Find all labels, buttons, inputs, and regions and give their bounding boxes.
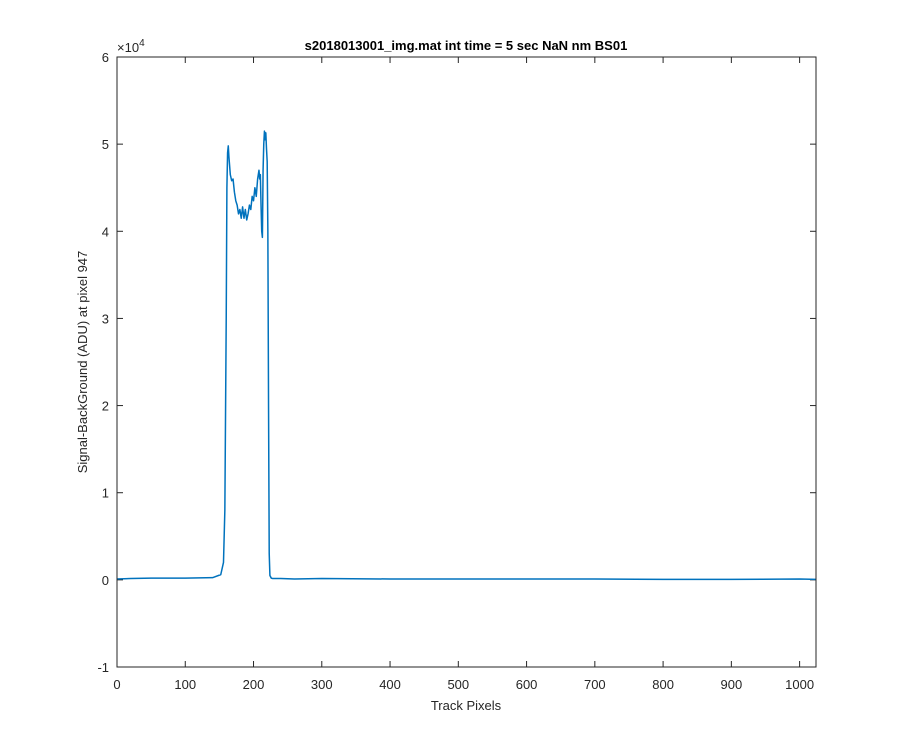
axes-box <box>116 56 817 668</box>
y-axis-exponent: ×104 <box>117 38 145 55</box>
x-tick-label: 0 <box>113 677 120 692</box>
y-tick-label: 3 <box>102 311 109 326</box>
y-axis-exponent-power: 4 <box>139 38 145 49</box>
y-tick-label: 1 <box>102 486 109 501</box>
y-tick-label: 4 <box>102 224 109 239</box>
y-tick-label: 6 <box>102 50 109 65</box>
x-tick-label: 800 <box>652 677 674 692</box>
y-axis-exponent-base: ×10 <box>117 40 139 55</box>
x-tick-label: 500 <box>447 677 469 692</box>
y-tick-label: 5 <box>102 137 109 152</box>
x-tick-label: 400 <box>379 677 401 692</box>
plot-area <box>117 57 816 667</box>
y-tick-label: 0 <box>102 573 109 588</box>
x-tick-label: 1000 <box>785 677 814 692</box>
x-tick-label: 600 <box>516 677 538 692</box>
x-tick-label: 300 <box>311 677 333 692</box>
x-tick-label: 100 <box>174 677 196 692</box>
x-axis-label: Track Pixels <box>431 698 502 713</box>
x-tick-label: 200 <box>243 677 265 692</box>
x-tick-label: 700 <box>584 677 606 692</box>
y-tick-label: -1 <box>97 660 109 675</box>
y-tick-label: 2 <box>102 399 109 414</box>
x-tick-label: 900 <box>721 677 743 692</box>
series-group <box>116 130 817 581</box>
series-line <box>116 130 817 581</box>
chart-title: s2018013001_img.mat int time = 5 sec NaN… <box>305 38 628 53</box>
y-axis-label: Signal-BackGround (ADU) at pixel 947 <box>75 251 90 474</box>
x-axis-ticks: 0 100 200 300 400 500 600 700 800 900 1000 <box>113 57 814 692</box>
